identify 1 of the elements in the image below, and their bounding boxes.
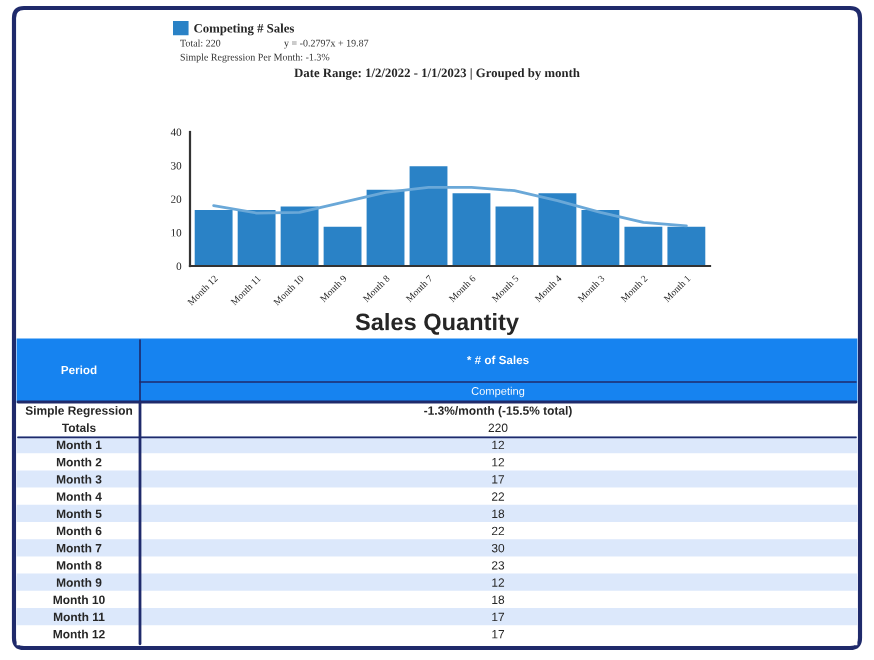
text: Sales Quantity xyxy=(355,312,519,335)
